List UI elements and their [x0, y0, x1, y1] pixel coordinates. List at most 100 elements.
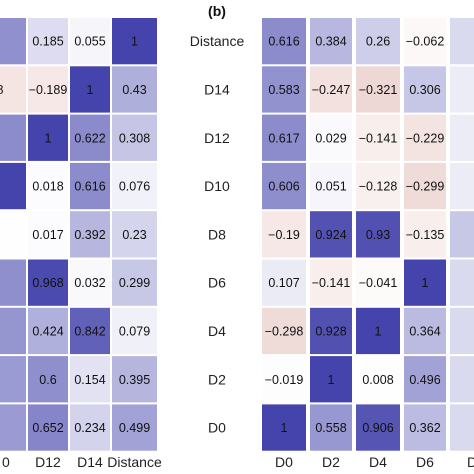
cell-value-label: 1 [131, 35, 138, 49]
heatmap-cell [450, 307, 474, 355]
heatmap-cell [356, 404, 400, 451]
heatmap-cell [28, 307, 68, 355]
heatmap-cell [28, 259, 68, 306]
row-tick-label: D0 [208, 420, 226, 436]
cell-value-label: 0.93 [366, 228, 390, 242]
cell-value-label: −0.019 [265, 373, 304, 387]
cell-value-label: −0.062 [406, 35, 445, 49]
cell-value-label: −0.298 [265, 324, 304, 338]
cell-value-label: −0.19 [268, 228, 300, 242]
cell-value-label: 0.499 [119, 421, 150, 435]
cell-value-label: 1 [281, 421, 288, 435]
heatmap-cell [70, 307, 110, 355]
heatmap-cell [310, 404, 352, 451]
cell-value-label: −0.299 [406, 180, 445, 194]
cell-value-label: −0.135 [406, 228, 445, 242]
row-tick-label: D6 [208, 275, 226, 291]
heatmap-cell [262, 66, 306, 113]
heatmap-cell [356, 211, 400, 258]
heatmap-cell [310, 356, 352, 403]
cell-value-label: 0.018 [32, 180, 63, 194]
cell-value-label: 0.652 [32, 421, 63, 435]
cell-value-label: 0.079 [119, 324, 150, 338]
cell-value-label: 1 [45, 131, 52, 145]
heatmap-cell [356, 162, 400, 210]
heatmap-cell [404, 211, 446, 258]
heatmap-cell [0, 18, 26, 65]
heatmap-cell [112, 114, 157, 161]
cell-value-label: 0.308 [119, 131, 150, 145]
cell-value-label: 0.23 [122, 228, 146, 242]
heatmap-cell [70, 259, 110, 306]
cell-value-label: 0.392 [74, 228, 105, 242]
heatmap-cell [112, 66, 157, 113]
column-tick-label: D4 [369, 454, 387, 470]
heatmap-cell [310, 259, 352, 306]
heatmap-cell [450, 259, 474, 306]
cell-value-label: −0.189 [29, 83, 68, 97]
heatmap-cell [310, 18, 352, 65]
heatmap-cell [404, 259, 446, 306]
heatmap-cell [450, 211, 474, 258]
heatmap-cell [112, 259, 157, 306]
heatmap-cell [70, 404, 110, 451]
heatmap-cell [262, 404, 306, 451]
cell-value-label: 0.424 [32, 324, 63, 338]
cell-value-label: 0.906 [362, 421, 393, 435]
heatmap-cell [28, 18, 68, 65]
heatmap-cell [310, 211, 352, 258]
heatmap-cell [70, 162, 110, 210]
heatmap-cell [0, 404, 26, 451]
heatmap-cell [0, 259, 26, 306]
cell-value-label: 0.842 [74, 324, 105, 338]
cell-value-label: 0.583 [268, 83, 299, 97]
cell-value-label: 0.299 [119, 276, 150, 290]
cell-value-label: 0.617 [268, 131, 299, 145]
heatmap-cell [262, 356, 306, 403]
heatmap-cell [0, 211, 26, 258]
row-tick-label: D14 [204, 81, 230, 97]
cell-value-label: 0.008 [362, 373, 393, 387]
heatmap-cell [404, 162, 446, 210]
heatmap-cell [0, 114, 26, 161]
heatmap-cell [70, 356, 110, 403]
heatmap-cell [0, 66, 26, 113]
cell-value-label: 0.306 [409, 83, 440, 97]
cell-value-label: 0.496 [409, 373, 440, 387]
row-tick-label: D4 [208, 323, 226, 339]
heatmap-cell [28, 404, 68, 451]
heatmap-cell [0, 162, 26, 210]
cell-value-label: 0.616 [74, 180, 105, 194]
heatmap-cell [28, 162, 68, 210]
heatmap-cell [70, 66, 110, 113]
heatmap-cell [28, 211, 68, 258]
cell-value-label: 0.924 [315, 228, 346, 242]
cell-value-label: 0.968 [32, 276, 63, 290]
row-tick-label: D2 [208, 371, 226, 387]
column-tick-label: D2 [322, 454, 340, 470]
heatmap-cell [404, 404, 446, 451]
heatmap-cell [262, 307, 306, 355]
cell-value-label: 1 [422, 276, 429, 290]
cell-value-label: 0.928 [315, 324, 346, 338]
heatmap-cell [356, 356, 400, 403]
heatmap-cell [404, 307, 446, 355]
row-tick-label: D10 [204, 178, 230, 194]
heatmap-cell [310, 162, 352, 210]
heatmap-cell [70, 211, 110, 258]
heatmap-panel-b: 0.616 0.384 0.26 −0.062 0.583 −0.247 −0.321 0.3… [190, 3, 474, 470]
heatmap-cell [404, 356, 446, 403]
heatmap-cell [404, 66, 446, 113]
heatmap-cell [310, 66, 352, 113]
heatmap-cell [28, 66, 68, 113]
cell-value-label: 0.154 [74, 373, 105, 387]
cell-value-label: 0.26 [366, 35, 390, 49]
heatmap-cell [0, 307, 26, 355]
heatmap-cell [450, 66, 474, 113]
heatmap-cell [450, 114, 474, 161]
cell-value-label: 0.6 [39, 373, 56, 387]
heatmap-cell [356, 259, 400, 306]
column-tick-label: D0 [275, 454, 293, 470]
cell-value-label: 0.185 [32, 35, 63, 49]
